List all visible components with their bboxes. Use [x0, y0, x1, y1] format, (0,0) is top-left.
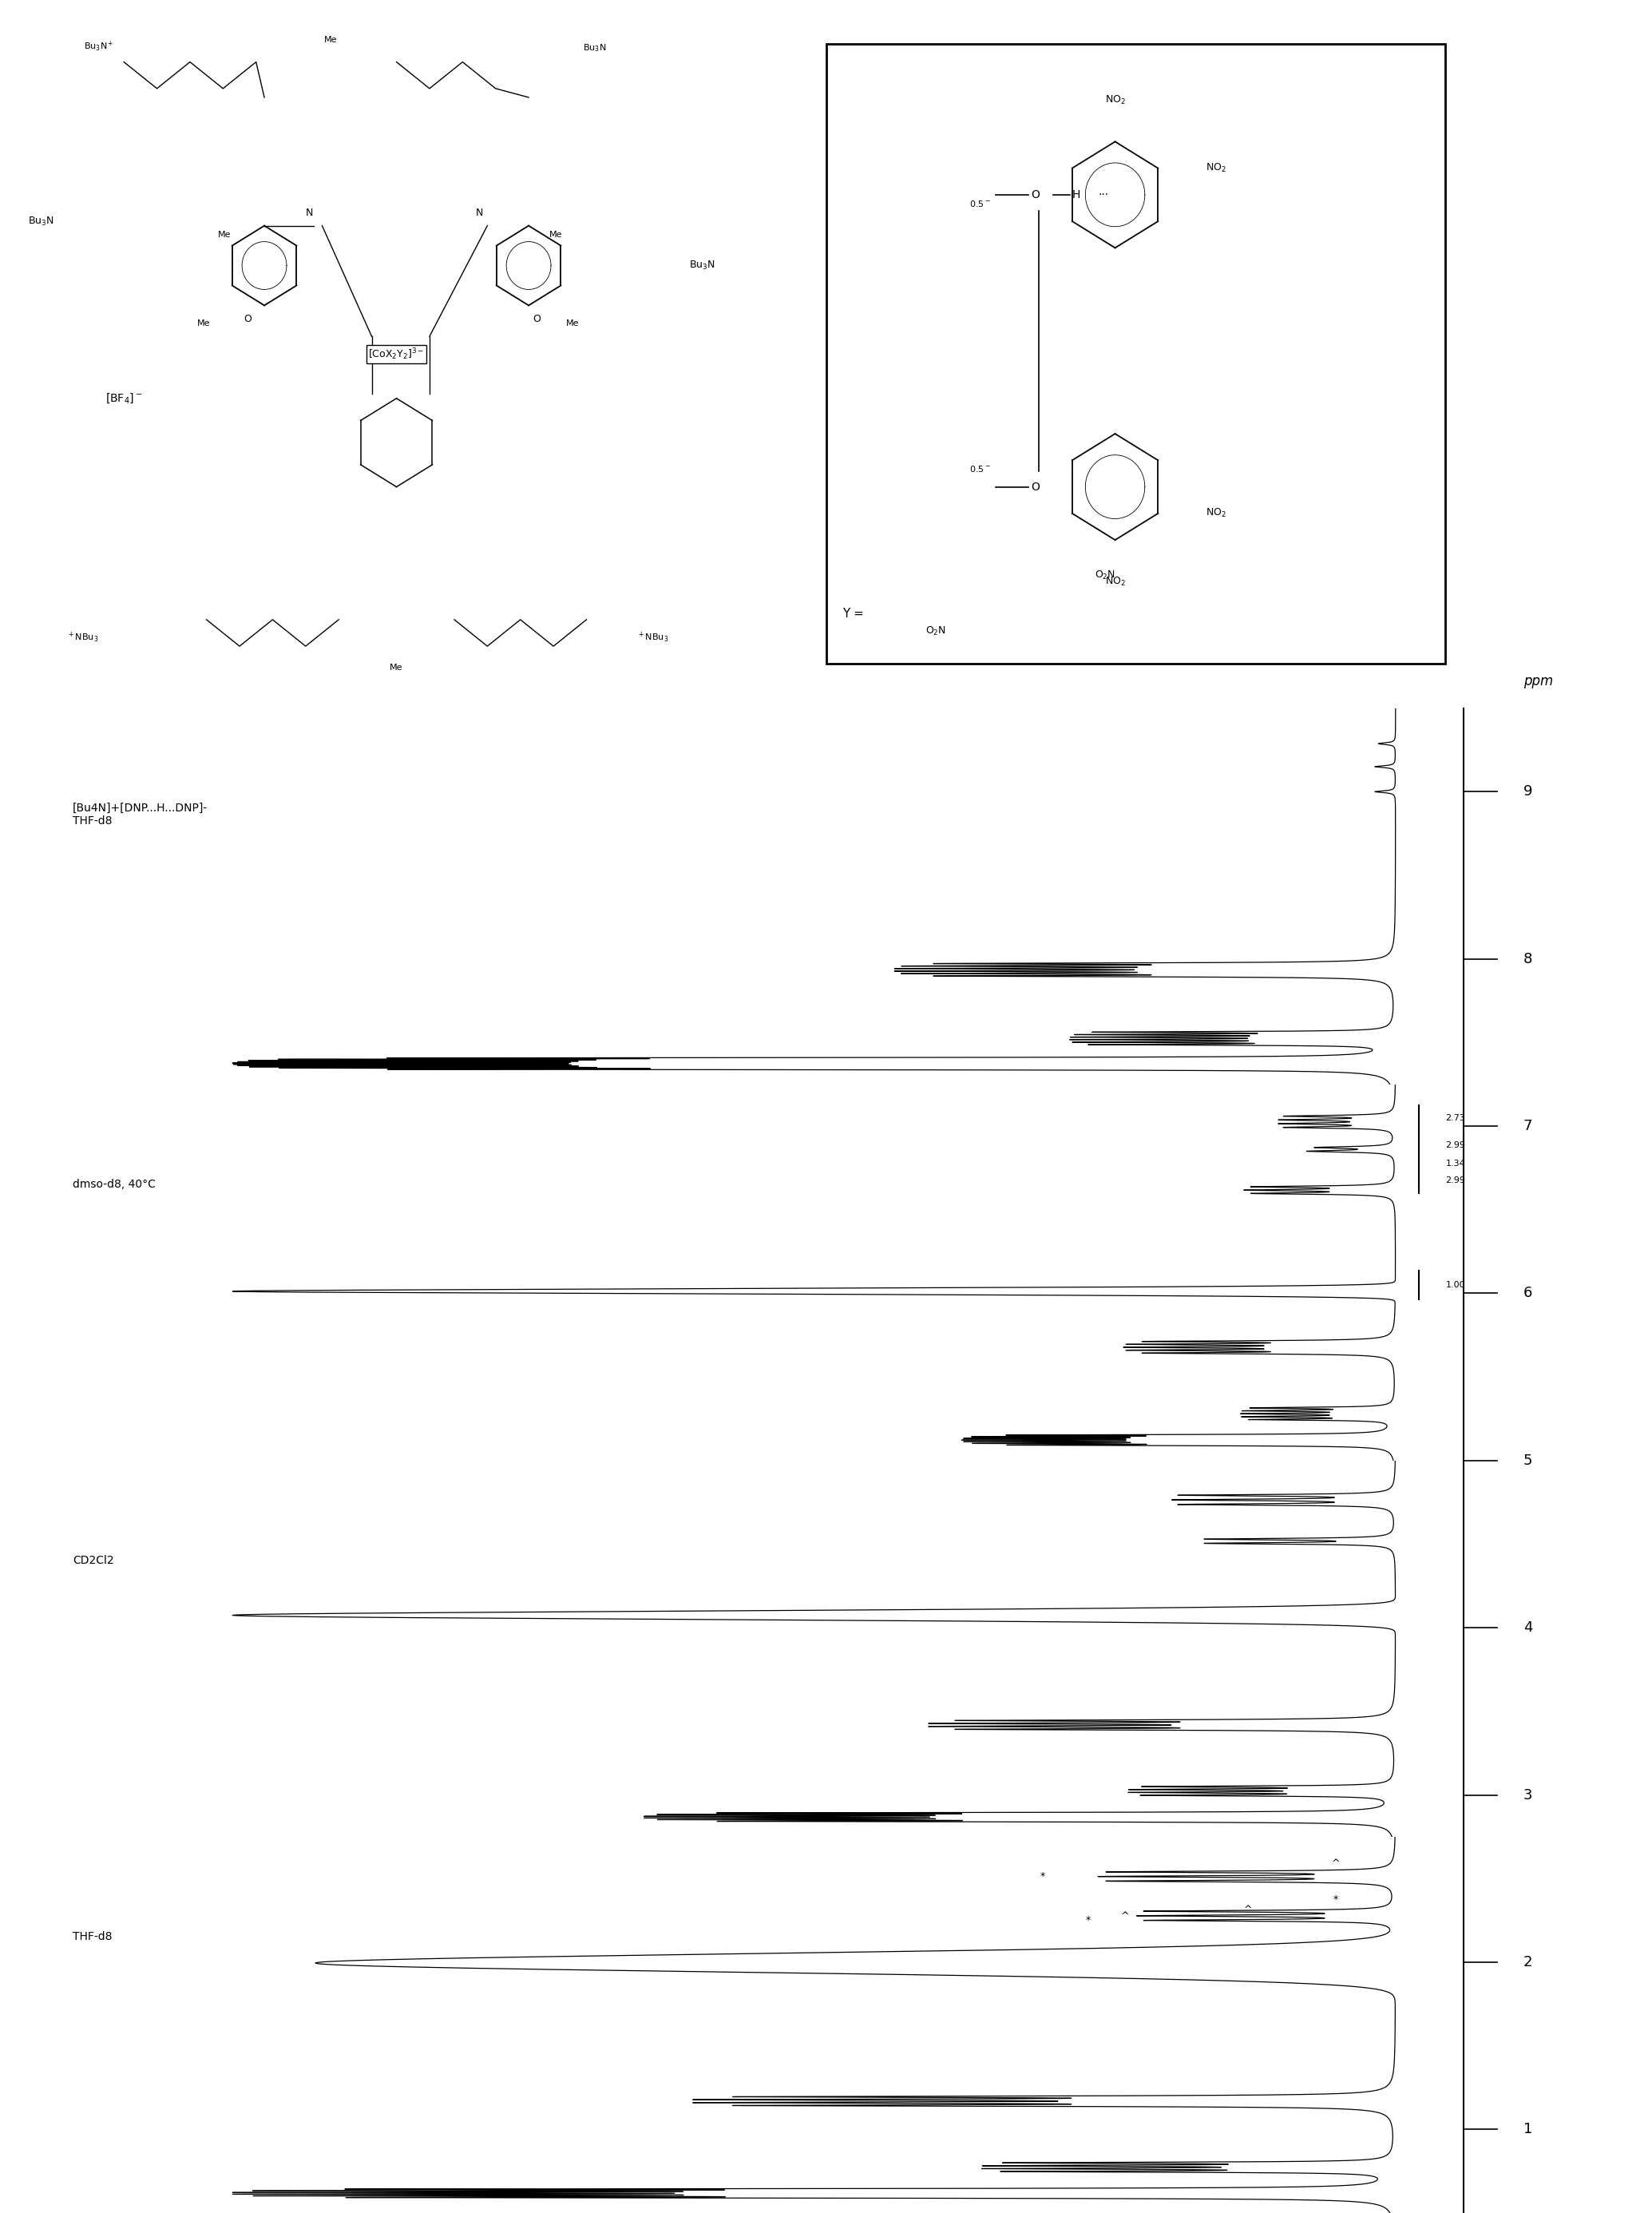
Text: O: O	[244, 314, 251, 325]
Text: Y =: Y =	[843, 609, 864, 620]
Text: Bu$_3$N$^+$: Bu$_3$N$^+$	[84, 40, 114, 53]
Text: 1: 1	[1523, 2122, 1531, 2136]
Text: [BF$_4$]$^-$: [BF$_4$]$^-$	[106, 392, 142, 405]
Text: ^: ^	[1332, 1859, 1340, 1870]
Text: Me: Me	[565, 319, 578, 328]
Text: 5: 5	[1523, 1454, 1533, 1467]
Text: Bu$_3$N: Bu$_3$N	[28, 215, 55, 228]
Text: THF-d8: THF-d8	[73, 1930, 112, 1943]
Text: ^: ^	[1244, 1905, 1252, 1914]
Text: $^+$NBu$_3$: $^+$NBu$_3$	[66, 631, 99, 644]
Text: ppm: ppm	[1523, 673, 1553, 688]
Text: Me: Me	[390, 664, 403, 673]
Text: 2.99: 2.99	[1446, 1142, 1465, 1149]
Bar	[826, 44, 1446, 664]
Text: 6: 6	[1523, 1286, 1531, 1301]
Text: 2.99: 2.99	[1446, 1177, 1465, 1184]
Text: 1.34: 1.34	[1446, 1160, 1465, 1168]
Text: H: H	[1072, 188, 1080, 201]
Text: Me: Me	[218, 230, 231, 239]
Text: 7: 7	[1523, 1120, 1533, 1133]
Text: 4: 4	[1523, 1620, 1533, 1635]
Text: *: *	[1085, 1914, 1090, 1925]
Text: N: N	[306, 208, 314, 217]
Text: *: *	[1333, 1894, 1338, 1905]
Text: NO$_2$: NO$_2$	[1105, 95, 1125, 106]
Text: 2.73: 2.73	[1446, 1113, 1465, 1122]
Text: N: N	[476, 208, 482, 217]
Text: *: *	[1039, 1872, 1044, 1881]
Text: O: O	[534, 314, 540, 325]
Text: Bu$_3$N: Bu$_3$N	[689, 259, 715, 272]
Text: 0.5$^-$: 0.5$^-$	[970, 199, 991, 208]
Text: NO$_2$: NO$_2$	[1206, 162, 1227, 175]
Text: O$_2$N: O$_2$N	[925, 626, 947, 637]
Text: O: O	[1031, 480, 1039, 493]
Text: NO$_2$: NO$_2$	[1206, 507, 1227, 520]
Text: ···: ···	[1099, 188, 1108, 201]
Text: Me: Me	[324, 35, 337, 44]
Text: [CoX$_2$Y$_2$]$^{3-}$: [CoX$_2$Y$_2$]$^{3-}$	[368, 347, 425, 361]
Text: 2: 2	[1523, 1954, 1533, 1970]
Text: $^+$NBu$_3$: $^+$NBu$_3$	[636, 631, 669, 644]
Text: Me: Me	[550, 230, 562, 239]
Text: O: O	[1031, 188, 1039, 201]
Text: 1.00: 1.00	[1446, 1281, 1465, 1288]
Text: O$_2$N: O$_2$N	[1094, 569, 1115, 582]
Text: NO$_2$: NO$_2$	[1105, 575, 1125, 586]
Text: CD2Cl2: CD2Cl2	[73, 1554, 114, 1567]
Text: ^: ^	[1122, 1912, 1130, 1921]
Text: 0.5$^-$: 0.5$^-$	[970, 465, 991, 474]
Text: 9: 9	[1523, 786, 1533, 799]
Text: dmso-d8, 40°C: dmso-d8, 40°C	[73, 1177, 155, 1191]
Text: 8: 8	[1523, 952, 1531, 967]
Text: Bu$_3$N: Bu$_3$N	[583, 42, 606, 53]
Text: [Bu4N]+[DNP...H...DNP]-
THF-d8: [Bu4N]+[DNP...H...DNP]- THF-d8	[73, 801, 208, 825]
Text: 3: 3	[1523, 1788, 1533, 1801]
Text: Me: Me	[198, 319, 211, 328]
